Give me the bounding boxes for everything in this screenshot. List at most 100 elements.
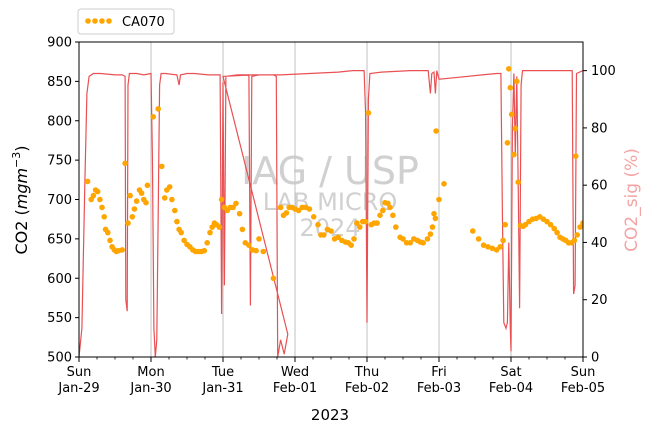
ca070-point: [424, 236, 431, 242]
ca070-point: [433, 128, 439, 134]
x-tick-label-date: Feb-04: [489, 381, 533, 396]
watermark-line-1: IAG / USP: [241, 149, 419, 193]
ca070-point: [580, 220, 583, 226]
ca070-point: [357, 224, 363, 230]
ca070-point: [125, 220, 131, 226]
legend-box: [77, 8, 175, 35]
ca070-point: [573, 153, 579, 159]
ca070-point: [218, 196, 225, 203]
right-tick-label: 20: [591, 293, 608, 308]
ca070-point: [380, 207, 386, 214]
ca070-point: [90, 192, 97, 199]
right-tick-label: 100: [591, 64, 616, 79]
x-tick-label-date: Jan-31: [201, 381, 243, 396]
ca070-point: [122, 160, 128, 167]
ca070-point: [99, 204, 105, 211]
ca070-point: [506, 66, 512, 72]
ca070-point: [512, 125, 519, 132]
ca070-point: [321, 232, 327, 238]
ca070-point: [84, 178, 91, 185]
left-tick-label: 900: [47, 36, 72, 51]
watermark-line-3: 2024: [299, 214, 360, 242]
ca070-point: [201, 247, 208, 254]
ca070-point: [420, 240, 427, 246]
ca070-point: [475, 236, 482, 242]
ca070-point: [277, 204, 284, 211]
ca070-point: [351, 236, 357, 242]
x-tick-label-day: Fri: [431, 365, 447, 380]
ca070-point: [577, 224, 583, 230]
x-tick-label-day: Sat: [500, 365, 521, 380]
ca070-point: [270, 275, 277, 282]
ca070-point: [107, 237, 113, 244]
x-tick-label-date: Feb-02: [345, 381, 389, 396]
x-tick-label-day: Mon: [137, 365, 164, 380]
ca070-point: [328, 228, 334, 234]
x-tick-label-day: Tue: [211, 365, 234, 380]
legend-dot: [85, 18, 91, 24]
legend-dot: [106, 18, 112, 24]
ca070-point: [489, 245, 496, 252]
watermark-line-2: LAB MICRO: [263, 188, 398, 216]
ca070-point: [432, 215, 439, 222]
ca070-point: [507, 84, 514, 91]
ca070-point: [169, 196, 175, 203]
right-axis-label: CO2_sig (%): [622, 148, 642, 252]
ca070-point: [554, 229, 560, 236]
x-tick-label-date: Feb-03: [417, 381, 461, 396]
ca070-point: [150, 114, 156, 120]
right-tick-label: 60: [591, 179, 608, 194]
legend: CA070: [77, 8, 175, 35]
x-tick-label-date: Feb-05: [561, 381, 605, 396]
ca070-point: [374, 220, 380, 226]
legend-label-ca070: CA070: [122, 15, 165, 30]
ca070-point: [497, 244, 504, 250]
ca070-point: [441, 181, 447, 187]
ca070-point: [181, 237, 187, 244]
ca070-point: [161, 195, 168, 201]
ca070-point: [315, 221, 321, 228]
x-tick-label-day: Sun: [67, 365, 92, 380]
ca070-point: [143, 199, 149, 206]
ca070-point: [436, 196, 442, 203]
ca070-point: [393, 224, 399, 230]
ca070-point: [144, 182, 151, 189]
ca070-point: [571, 237, 578, 244]
ca070-point: [129, 214, 136, 220]
ca070-point: [119, 247, 125, 253]
ca070-point: [500, 237, 506, 244]
ca070-point: [239, 226, 246, 233]
left-axis-label: CO2 (mgm−3): [10, 145, 31, 254]
ca070-point: [260, 248, 267, 255]
ca070-point: [407, 240, 414, 246]
right-tick-label: 0: [591, 351, 599, 366]
ca070-point: [431, 210, 437, 217]
left-tick-label: 500: [47, 351, 72, 366]
left-tick-label: 600: [47, 272, 72, 287]
left-tick-label: 800: [47, 114, 72, 129]
ca070-point: [155, 106, 161, 112]
ca070-point: [515, 179, 521, 185]
ca070-point: [236, 210, 243, 217]
ca070-point: [166, 184, 173, 190]
ca070-point: [514, 78, 520, 85]
legend-marker: [85, 18, 112, 24]
ca070-point: [390, 212, 396, 219]
ca070-point: [348, 242, 355, 248]
legend-dot: [99, 18, 105, 24]
left-tick-label: 550: [47, 311, 72, 326]
ca070-point: [511, 151, 517, 158]
ca070-point: [216, 224, 223, 230]
ca070-point: [400, 236, 406, 242]
right-tick-label: 40: [591, 236, 608, 251]
ca070-point: [207, 229, 213, 236]
ca070-point: [101, 214, 107, 220]
series-ca070: [84, 66, 583, 282]
ca070-point: [233, 200, 239, 207]
ca070-point: [504, 140, 511, 146]
ca070-point: [283, 210, 290, 216]
ca070-point: [427, 231, 434, 237]
ca070-point: [429, 224, 436, 230]
ca070-point: [551, 225, 557, 232]
